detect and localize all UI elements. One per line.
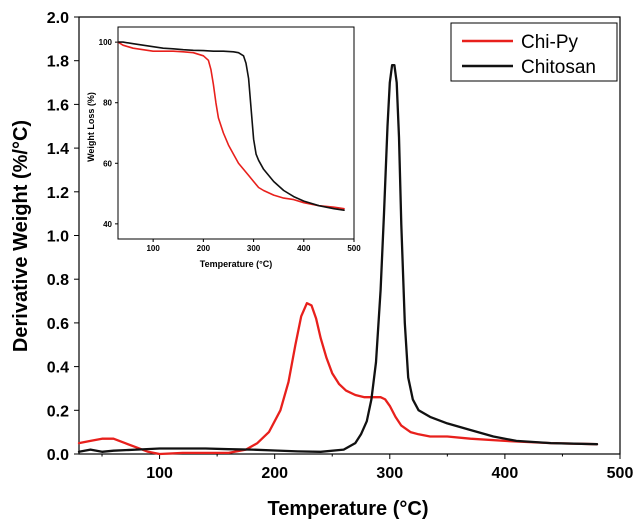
series-line-chitosan bbox=[77, 63, 599, 453]
y-tick-label: 1.4 bbox=[47, 141, 69, 158]
legend-label-chitosan: Chitosan bbox=[521, 57, 596, 78]
x-tick-label: 100 bbox=[146, 465, 173, 482]
inset-x-tick-label: 500 bbox=[347, 244, 361, 253]
inset-series-line-chi-py bbox=[117, 41, 345, 210]
y-tick-label: 1.2 bbox=[47, 185, 69, 202]
inset-y-tick-label: 60 bbox=[103, 159, 112, 168]
y-tick-label: 1.8 bbox=[47, 54, 69, 71]
inset-y-tick-label: 40 bbox=[103, 220, 112, 229]
y-tick-label: 0.8 bbox=[47, 272, 69, 289]
inset-frame bbox=[117, 26, 355, 240]
inset-series-line-chitosan bbox=[117, 41, 345, 211]
legend-label-chi-py: Chi-Py bbox=[521, 32, 579, 53]
legend: Chi-Py Chitosan bbox=[450, 22, 618, 82]
inset-x-tick-label: 300 bbox=[247, 244, 261, 253]
inset-y-axis-title: Weight Loss (%) bbox=[86, 92, 96, 162]
main-series-group bbox=[77, 63, 599, 456]
inset-series-group bbox=[117, 41, 345, 211]
inset-x-tick-label: 100 bbox=[146, 244, 160, 253]
inset-x-tick-label: 200 bbox=[197, 244, 211, 253]
x-tick-label: 200 bbox=[261, 465, 288, 482]
inset-x-tick-label: 400 bbox=[297, 244, 311, 253]
y-tick-label: 0.6 bbox=[47, 316, 69, 333]
y-tick-label: 1.6 bbox=[47, 97, 69, 114]
y-tick-label: 1.0 bbox=[47, 229, 69, 246]
x-tick-label: 500 bbox=[607, 465, 634, 482]
inset-chart: 100 200 300 400 500 40 60 80 100 Temperature (°C… bbox=[86, 26, 362, 269]
series-line-chi-py bbox=[77, 302, 599, 456]
main-axes: 100 200 300 400 500 0.0 0.2 0.4 0.6 0.8 1.0 1.2 1.4 1… bbox=[47, 10, 634, 482]
y-tick-label: 0.2 bbox=[47, 403, 69, 420]
inset-axes: 100 200 300 400 500 40 60 80 100 bbox=[99, 38, 362, 253]
inset-x-axis-title: Temperature (°C) bbox=[200, 259, 272, 269]
inset-y-tick-label: 80 bbox=[103, 99, 112, 108]
y-tick-label: 0.0 bbox=[47, 447, 69, 464]
inset-y-tick-label: 100 bbox=[99, 38, 113, 47]
legend-box bbox=[450, 22, 618, 82]
x-tick-label: 400 bbox=[492, 465, 519, 482]
y-tick-label: 2.0 bbox=[47, 10, 69, 27]
y-tick-label: 0.4 bbox=[47, 360, 69, 377]
y-axis-title: Derivative Weight (%/°C) bbox=[10, 120, 32, 352]
x-tick-label: 300 bbox=[376, 465, 403, 482]
x-axis-title: Temperature (°C) bbox=[268, 498, 429, 520]
